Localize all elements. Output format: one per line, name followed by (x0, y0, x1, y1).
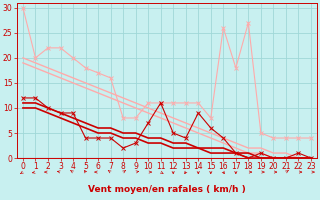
X-axis label: Vent moyen/en rafales ( km/h ): Vent moyen/en rafales ( km/h ) (88, 185, 246, 194)
